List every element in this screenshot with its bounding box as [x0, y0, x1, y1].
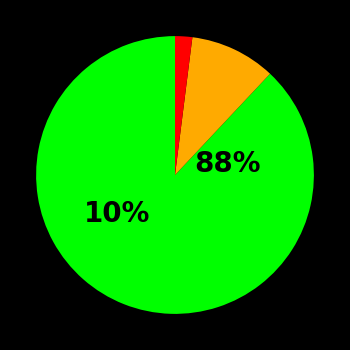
Text: 88%: 88% [195, 150, 261, 178]
Wedge shape [175, 36, 192, 175]
Wedge shape [175, 37, 270, 175]
Wedge shape [36, 36, 314, 314]
Text: 10%: 10% [84, 200, 150, 228]
